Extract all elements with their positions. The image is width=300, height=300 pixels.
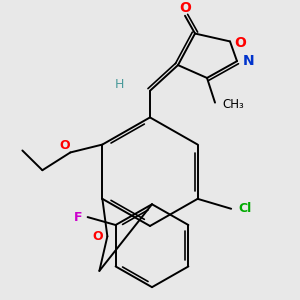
Text: N: N	[243, 54, 255, 68]
Text: H: H	[114, 78, 124, 91]
Text: O: O	[179, 1, 191, 15]
Text: F: F	[74, 211, 82, 224]
Text: CH₃: CH₃	[222, 98, 244, 111]
Text: O: O	[92, 230, 103, 243]
Text: O: O	[59, 139, 70, 152]
Text: Cl: Cl	[238, 202, 252, 215]
Text: O: O	[234, 36, 246, 50]
